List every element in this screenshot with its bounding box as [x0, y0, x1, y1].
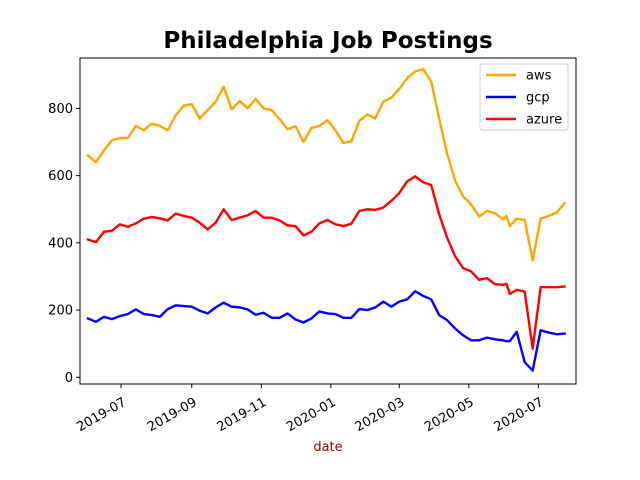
legend-label-aws: aws [526, 69, 552, 84]
series-line-gcp [86, 290, 566, 372]
x-axis-label: date [313, 440, 342, 455]
x-tick-label: 2019-07 [74, 395, 129, 435]
y-tick-label: 400 [48, 236, 73, 251]
series-line-aws [86, 67, 567, 262]
legend: aws gcp azure [479, 63, 569, 131]
series-layer [86, 67, 567, 372]
x-tick-label: 2020-05 [422, 395, 477, 435]
y-tick-label: 200 [48, 304, 73, 319]
series-line-azure [86, 175, 566, 350]
y-tick-label: 600 [48, 169, 73, 184]
chart-title: Philadelphia Job Postings [163, 28, 492, 54]
legend-label-gcp: gcp [526, 91, 550, 106]
x-tick-label: 2020-03 [353, 395, 408, 435]
y-tick-label: 0 [65, 371, 73, 386]
x-tick-label: 2020-01 [284, 395, 339, 435]
x-tick-label: 2020-07 [492, 395, 547, 435]
legend-label-azure: azure [526, 113, 562, 128]
y-tick-label: 800 [48, 102, 73, 117]
x-tick-label: 2019-11 [215, 395, 270, 435]
legend-box [479, 63, 569, 131]
plot-frame [79, 57, 577, 385]
x-tick-label: 2019-09 [145, 395, 200, 435]
